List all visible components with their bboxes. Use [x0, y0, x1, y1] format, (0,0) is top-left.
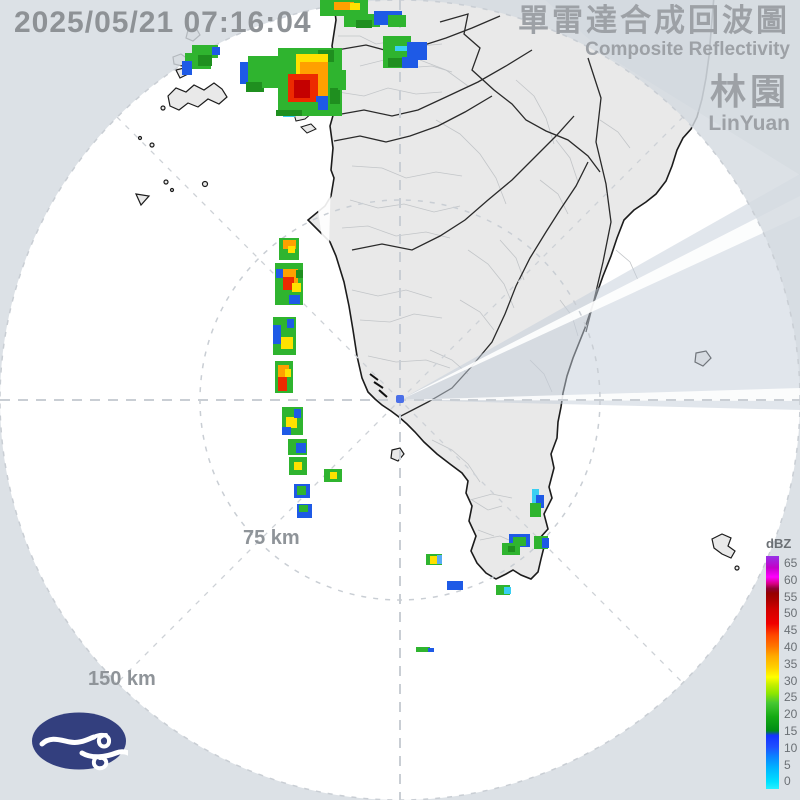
dbz-tick-25: 25	[784, 690, 798, 705]
coastal-lagoon	[318, 177, 331, 247]
dbz-legend: dBZ 65 60 55 50 45 40 35 30 25 20 15 10 5 0	[758, 536, 800, 800]
echo-cell	[407, 42, 427, 60]
echo-cell	[297, 486, 306, 495]
dbz-tick-55: 55	[784, 589, 798, 604]
dbz-legend-title: dBZ	[766, 536, 792, 551]
station-name-zh: 林園	[709, 70, 790, 112]
echo-cell	[330, 88, 340, 104]
echo-cell	[513, 537, 526, 546]
echo-cell	[281, 337, 293, 349]
echo-cell	[276, 110, 302, 116]
echo-cell	[430, 556, 438, 564]
echo-cell	[273, 325, 281, 344]
radar-station-dot	[396, 395, 404, 403]
dbz-color-bar	[766, 556, 779, 789]
echo-cell	[388, 58, 402, 67]
station-name-en: LinYuan	[708, 112, 790, 136]
dbz-tick-0: 0	[784, 774, 791, 789]
echo-cell	[294, 409, 301, 418]
echo-cell	[292, 283, 301, 292]
echo-cell	[283, 277, 294, 290]
harbor-marks	[369, 373, 388, 398]
echo-cell	[437, 555, 442, 564]
ring-label-75km: 75 km	[243, 527, 300, 549]
echo-cell	[416, 647, 430, 652]
echo-cell	[402, 57, 418, 68]
echo-cell	[356, 20, 372, 28]
echo-cell	[288, 246, 295, 253]
radar-echo-layer	[182, 0, 549, 652]
lanyu-island	[711, 533, 736, 559]
echo-cell	[283, 240, 296, 249]
echo-cell	[447, 581, 463, 590]
echo-cell	[350, 3, 360, 10]
echo-cell	[299, 505, 308, 512]
echo-cell	[289, 295, 300, 304]
echo-cell	[536, 495, 544, 508]
dbz-tick-40: 40	[784, 640, 798, 654]
echo-cell	[212, 47, 220, 55]
echo-cell	[286, 417, 297, 428]
ring-label-150km: 150 km	[88, 668, 156, 690]
echo-cell	[285, 369, 291, 377]
echo-cell	[278, 365, 289, 377]
echo-cell	[278, 377, 287, 391]
echo-cell	[316, 96, 328, 110]
echo-cell	[508, 546, 515, 552]
dbz-tick-30: 30	[784, 673, 798, 688]
dbz-tick-60: 60	[784, 572, 798, 587]
dbz-tick-65: 65	[784, 556, 798, 570]
timestamp: 2025/05/21 07:16:04	[14, 6, 312, 39]
echo-cell	[198, 55, 212, 66]
echo-cell	[294, 80, 310, 98]
echo-cell	[388, 15, 406, 27]
echo-cell	[504, 587, 511, 594]
echo-cell	[530, 503, 541, 517]
dbz-tick-5: 5	[784, 757, 791, 772]
echo-cell	[532, 489, 539, 506]
dbz-tick-35: 35	[784, 656, 798, 671]
township-boundaries	[337, 35, 639, 545]
echo-cell	[296, 270, 303, 278]
echo-cell	[428, 648, 434, 652]
cwb-logo-swirl	[39, 732, 128, 771]
dbz-tick-45: 45	[784, 623, 798, 638]
echo-cell	[395, 46, 413, 51]
dbz-tick-50: 50	[784, 606, 798, 621]
dbz-tick-10: 10	[784, 740, 798, 755]
echo-cell	[334, 2, 354, 10]
ring-75km	[199, 199, 601, 601]
product-title-en: Composite Reflectivity	[585, 38, 790, 60]
echo-cell	[296, 443, 306, 453]
echo-cell	[542, 538, 549, 548]
echo-cell	[182, 61, 192, 75]
echo-cell	[496, 585, 510, 595]
title-block: 單雷達合成回波圖 Composite Reflectivity 林園 LinYu…	[518, 3, 790, 136]
echo-cell	[276, 269, 283, 278]
echo-cell	[338, 70, 346, 90]
echo-cell	[287, 319, 294, 328]
product-title-zh: 單雷達合成回波圖	[518, 3, 790, 38]
echo-cell	[246, 82, 264, 92]
dbz-tick-20: 20	[784, 707, 798, 722]
cwb-logo	[32, 712, 128, 771]
echo-cell	[282, 427, 291, 435]
echo-cell	[294, 462, 302, 470]
echo-cell	[330, 472, 337, 479]
dbz-tick-15: 15	[784, 724, 798, 738]
